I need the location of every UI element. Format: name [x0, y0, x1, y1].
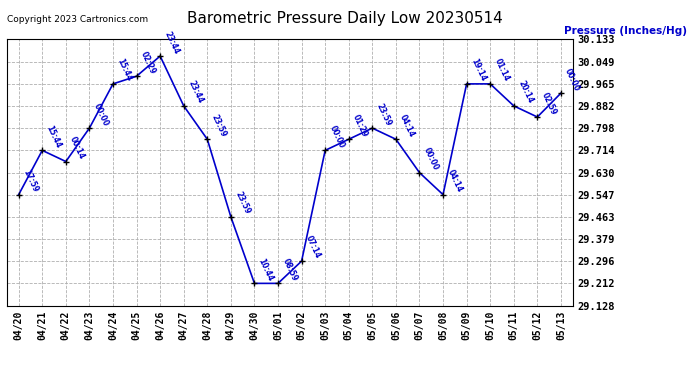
Text: 00:14: 00:14 [68, 135, 86, 161]
Text: 10:44: 10:44 [257, 257, 275, 283]
Text: 23:44: 23:44 [162, 30, 181, 55]
Text: 00:00: 00:00 [92, 102, 110, 128]
Text: Pressure (Inches/Hg): Pressure (Inches/Hg) [564, 26, 687, 36]
Text: 00:00: 00:00 [563, 67, 582, 92]
Text: 15:44: 15:44 [115, 57, 134, 83]
Text: 15:44: 15:44 [45, 124, 63, 150]
Text: 01:29: 01:29 [351, 113, 369, 138]
Text: 19:14: 19:14 [469, 57, 487, 83]
Text: 23:59: 23:59 [210, 113, 228, 138]
Text: 04:14: 04:14 [446, 168, 464, 194]
Text: 23:59: 23:59 [233, 190, 252, 216]
Text: 23:44: 23:44 [186, 80, 204, 105]
Text: 02:59: 02:59 [540, 91, 558, 116]
Text: 20:14: 20:14 [516, 80, 535, 105]
Text: 04:14: 04:14 [398, 113, 417, 138]
Text: 23:59: 23:59 [375, 102, 393, 128]
Text: Copyright 2023 Cartronics.com: Copyright 2023 Cartronics.com [7, 15, 148, 24]
Text: 08:59: 08:59 [280, 257, 299, 283]
Text: 00:00: 00:00 [422, 146, 440, 172]
Text: Barometric Pressure Daily Low 20230514: Barometric Pressure Daily Low 20230514 [187, 11, 503, 26]
Text: 02:29: 02:29 [139, 50, 157, 75]
Text: 01:14: 01:14 [493, 57, 511, 83]
Text: 17:59: 17:59 [21, 168, 39, 194]
Text: 00:00: 00:00 [328, 124, 346, 150]
Text: 07:14: 07:14 [304, 234, 322, 260]
